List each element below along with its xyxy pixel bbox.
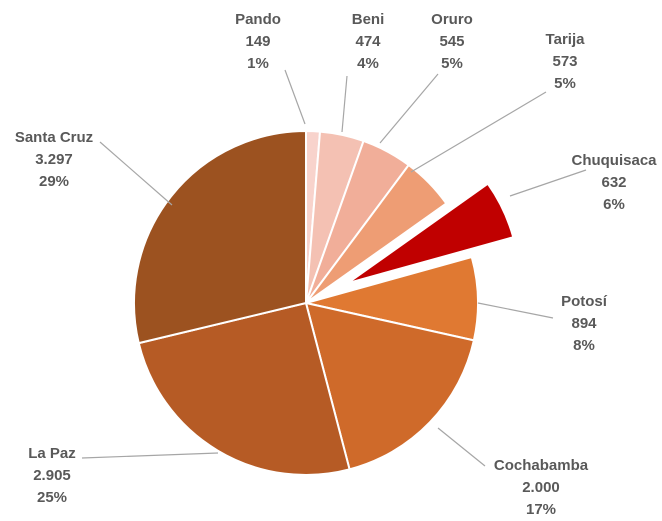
data-label-chuquisaca: Chuquisaca 632 6% (571, 152, 657, 213)
data-label-cochabamba: Cochabamba 2.000 17% (494, 457, 589, 518)
pie-slice-tarija (305, 163, 448, 304)
pie-slices-group (133, 129, 515, 476)
leader-line-pando (284, 69, 306, 125)
data-labels-group: Pando 149 1% Beni 474 4% Oruro 545 5% Tarija 573 5%… (15, 11, 657, 518)
pie-slice-santa-cruz (133, 129, 307, 345)
leader-line-beni (341, 75, 348, 133)
leader-line-tarija (410, 91, 547, 173)
leader-line-chuquisaca (509, 169, 587, 197)
leader-lines-group (81, 69, 587, 467)
leader-line-la-paz (81, 452, 219, 459)
pie-slice-la-paz (137, 301, 351, 476)
data-label-oruro: Oruro 545 5% (431, 11, 473, 72)
leader-line-oruro (379, 73, 439, 144)
data-label-potosi: Potosí 894 8% (561, 293, 608, 354)
data-label-beni: Beni 474 4% (352, 11, 385, 72)
data-label-pando: Pando 149 1% (235, 11, 281, 72)
data-label-tarija: Tarija 573 5% (546, 31, 586, 92)
data-label-la-paz: La Paz 2.905 25% (28, 445, 76, 506)
leader-line-santa-cruz (99, 141, 173, 206)
pie-slice-chuquisaca (346, 182, 515, 285)
pie-slice-cochabamba (304, 301, 476, 471)
leader-line-cochabamba (437, 427, 486, 467)
data-label-santa-cruz: Santa Cruz 3.297 29% (15, 129, 93, 190)
leader-line-potosi (477, 302, 554, 319)
